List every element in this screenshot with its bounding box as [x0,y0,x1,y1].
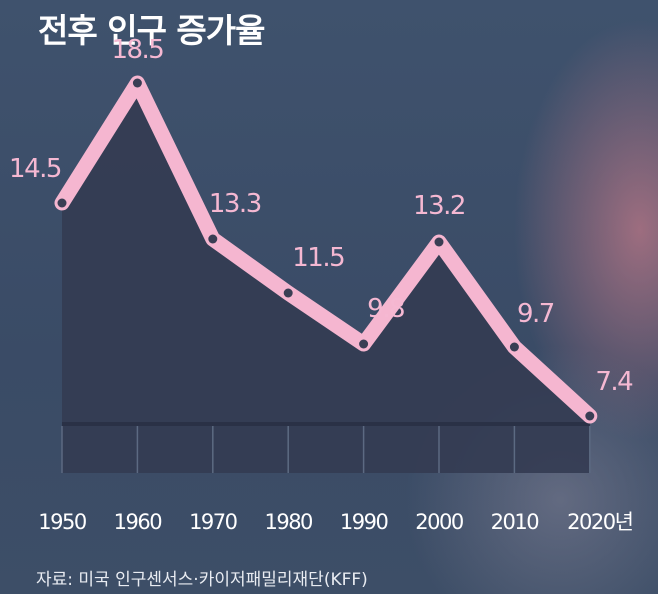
source-note: 자료: 미국 인구센서스·카이저패밀리재단(KFF) [36,570,368,590]
data-label: 11.5 [292,243,344,273]
x-tick-label: 1950 [38,510,86,534]
x-tick-label: 2020년 [567,510,632,534]
data-label: 9.8 [367,294,404,324]
x-tick-label: 1970 [189,510,237,534]
data-label: 13.2 [413,191,465,221]
data-label: 13.3 [209,189,261,219]
data-point [208,234,218,244]
x-tick-label: 1990 [340,510,388,534]
chart-title: 전후 인구 증가율 [38,11,265,50]
value-label-layer: 14.5 18.5 13.3 11.5 9.8 13.2 9.7 7.4 [9,35,635,397]
data-label: 7.4 [595,367,633,397]
data-point [132,78,142,88]
data-point [57,198,67,208]
x-tick-label: 2000 [415,510,463,534]
data-point [509,342,519,352]
series-line [54,75,598,424]
x-tick-label: 1980 [264,510,312,534]
data-point [585,411,595,421]
marker-layer [57,78,595,421]
data-point [434,237,444,247]
data-point [359,339,369,349]
x-tick-label: 1960 [114,510,162,534]
data-point [283,288,293,298]
data-label: 18.5 [111,35,163,65]
x-tick-label: 2010 [491,510,539,534]
area-layer [61,83,591,473]
data-label: 9.7 [517,299,554,329]
x-tick-layer: 1950 1960 1970 1980 1990 2000 2010 2020년 [38,510,634,534]
data-label: 14.5 [9,154,61,184]
area-fill [62,83,590,473]
line-layer [54,75,598,424]
area-baseline [62,422,590,426]
